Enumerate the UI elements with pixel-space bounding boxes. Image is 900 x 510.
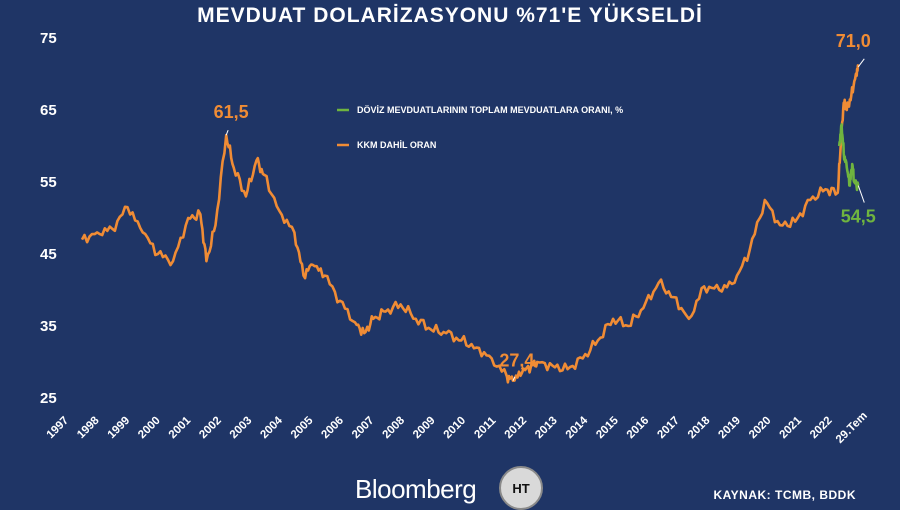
x-tick-label-18: 2015: [594, 414, 621, 441]
x-tick-label-11: 2008: [381, 414, 408, 441]
x-tick-label-1: 1998: [75, 414, 102, 441]
x-tick-label-24: 2021: [778, 414, 805, 441]
x-tick-label-26: 29.Tem: [834, 410, 870, 446]
y-tick-label-5: 75: [40, 30, 57, 47]
legend-label-0: KKM DAHİL ORAN: [357, 140, 436, 150]
bloomberg-logo: Bloomberg: [355, 474, 477, 504]
annotation-leader-3: [857, 185, 865, 203]
annotation-label-2: 71,0: [836, 31, 871, 51]
x-tick-label-5: 2002: [197, 415, 224, 442]
x-tick-label-23: 2020: [747, 415, 774, 442]
annotation-label-0: 61,5: [214, 102, 249, 122]
x-tick-label-25: 2022: [808, 415, 835, 442]
x-tick-label-7: 2004: [258, 414, 285, 441]
x-tick-label-0: 1997: [45, 415, 72, 442]
ht-logo-text: HT: [512, 480, 530, 496]
x-tick-label-17: 2014: [564, 414, 591, 441]
y-tick-label-0: 25: [40, 390, 57, 407]
y-tick-label-3: 55: [40, 174, 57, 191]
x-tick-label-14: 2011: [472, 414, 499, 441]
x-tick-label-9: 2006: [319, 415, 346, 442]
annotation-leader-0: [225, 130, 229, 136]
y-tick-label-4: 65: [40, 102, 57, 119]
annotation-label-1: 27,4: [499, 351, 534, 371]
ht-logo-icon: HT: [499, 466, 543, 510]
y-tick-label-1: 35: [40, 318, 57, 335]
x-tick-label-3: 2000: [136, 415, 163, 442]
x-tick-label-19: 2016: [625, 415, 652, 442]
annotation-label-3: 54,5: [841, 207, 876, 227]
x-tick-label-6: 2003: [228, 415, 255, 442]
x-tick-label-13: 2010: [442, 415, 469, 442]
series-line-0: [80, 64, 860, 384]
x-tick-label-22: 2019: [716, 415, 743, 442]
x-tick-label-8: 2005: [289, 414, 316, 441]
source-note: KAYNAK: TCMB, BDDK: [713, 488, 856, 502]
x-tick-label-16: 2013: [533, 415, 560, 442]
x-tick-label-15: 2012: [503, 415, 530, 442]
series-line-1: [837, 123, 860, 192]
x-tick-label-4: 2001: [167, 414, 194, 441]
chart-title: MEVDUAT DOLARİZASYONU %71'E YÜKSELDİ: [197, 4, 703, 27]
annotation-leader-1: [512, 376, 516, 381]
annotation-leader-2: [857, 58, 865, 68]
x-tick-label-20: 2017: [655, 415, 682, 442]
x-tick-label-10: 2007: [350, 415, 377, 442]
legend-label-1: DÖVİZ MEVDUATLARININ TOPLAM MEVDUATLARA …: [357, 105, 623, 115]
x-tick-label-2: 1999: [106, 415, 133, 442]
x-tick-label-21: 2018: [686, 414, 713, 441]
y-tick-label-2: 45: [40, 246, 57, 263]
x-tick-label-12: 2009: [411, 415, 438, 442]
